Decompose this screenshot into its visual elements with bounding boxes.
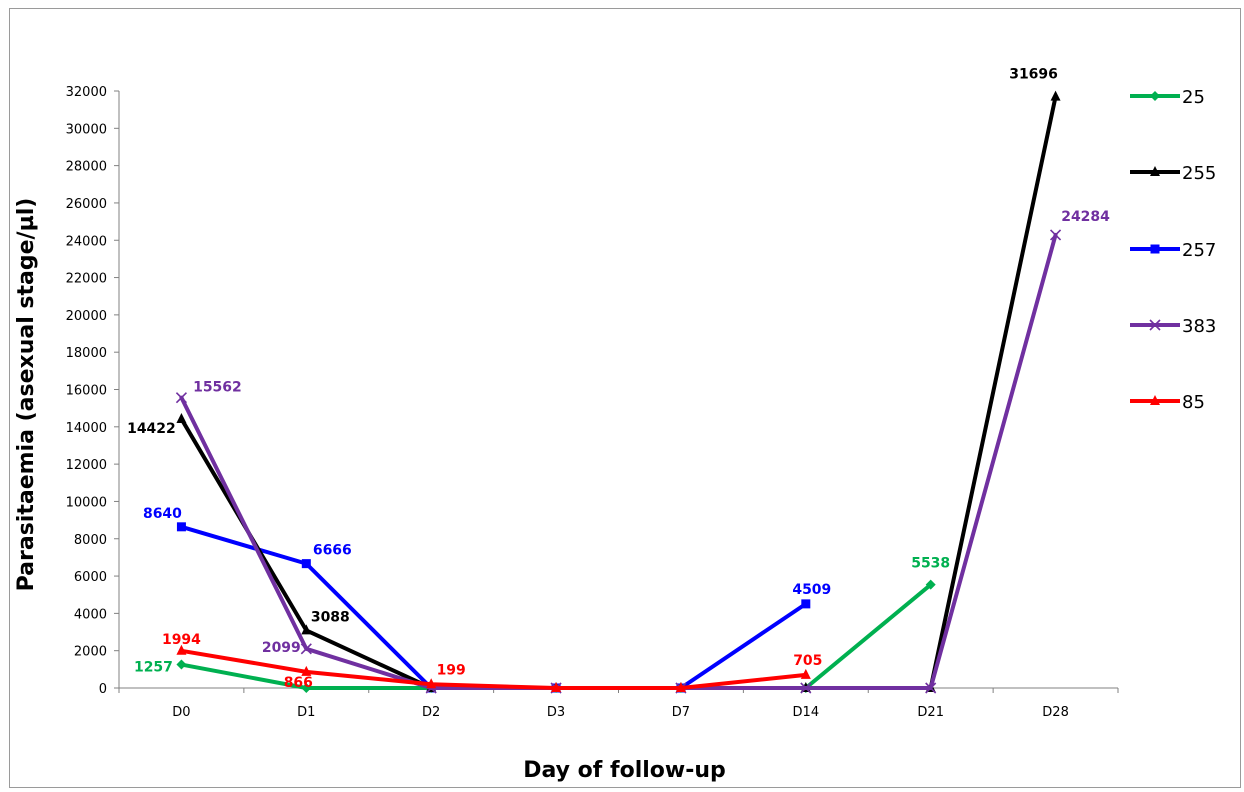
data-point-383 <box>925 682 937 694</box>
y-axis-title: Parasitaemia (asexual stage/µl) <box>14 198 39 592</box>
y-tick-label: 4000 <box>74 607 107 622</box>
data-label-257: 4509 <box>792 582 831 598</box>
data-point-383 <box>175 392 188 404</box>
series-line-257 <box>179 524 808 690</box>
y-tick-label: 10000 <box>66 495 107 510</box>
y-tick-label: 0 <box>99 682 107 697</box>
legend-marker-257 <box>1150 244 1160 254</box>
data-point-255 <box>176 412 187 423</box>
legend-marker-255 <box>1150 166 1160 176</box>
y-tick-label: 12000 <box>66 458 107 473</box>
data-point-383 <box>800 682 812 694</box>
data-label-85: 1994 <box>162 632 201 648</box>
legend-label-255: 255 <box>1182 163 1216 184</box>
y-tick-label: 28000 <box>66 160 107 175</box>
data-label-85: 705 <box>793 653 822 669</box>
data-label-255: 31696 <box>1009 67 1058 83</box>
legend-label-383: 383 <box>1182 316 1216 337</box>
data-point-85 <box>176 644 187 655</box>
data-point-85 <box>800 668 811 679</box>
legend-marker-383 <box>1149 319 1161 331</box>
data-label-255: 14422 <box>127 421 176 437</box>
data-label-383: 15562 <box>193 380 242 396</box>
data-label-25: 1257 <box>134 660 173 676</box>
data-label-257: 8640 <box>143 506 182 522</box>
x-axis-title: Day of follow-up <box>523 758 726 783</box>
data-point-25 <box>176 659 187 670</box>
x-tick-label: D2 <box>422 705 440 720</box>
x-tick-label: D3 <box>547 705 565 720</box>
data-label-255: 3088 <box>311 609 350 625</box>
y-tick-label: 30000 <box>66 122 107 137</box>
data-label-257: 6666 <box>313 543 352 559</box>
series-line-25 <box>179 582 933 690</box>
y-tick-label: 26000 <box>66 197 107 212</box>
y-tick-label: 32000 <box>66 85 107 100</box>
legend-marker-25 <box>1150 91 1160 101</box>
y-tick-label: 6000 <box>74 570 107 585</box>
x-tick-label: D0 <box>172 705 190 720</box>
data-label-383: 24284 <box>1061 209 1110 225</box>
data-point-25 <box>301 683 312 693</box>
x-tick-label: D14 <box>793 705 820 720</box>
y-tick-label: 16000 <box>66 384 107 399</box>
y-tick-label: 2000 <box>74 645 107 660</box>
data-point-257 <box>801 599 811 609</box>
legend-label-25: 25 <box>1182 87 1205 108</box>
y-tick-label: 18000 <box>66 346 107 361</box>
data-point-255 <box>301 624 312 635</box>
x-tick-label: D28 <box>1042 705 1069 720</box>
data-point-257 <box>176 522 186 532</box>
y-tick-label: 8000 <box>74 533 107 548</box>
data-point-85 <box>551 682 562 692</box>
y-tick-label: 22000 <box>66 272 107 287</box>
series-line-85 <box>179 648 808 690</box>
legend-label-85: 85 <box>1182 392 1205 413</box>
data-point-85 <box>301 665 312 676</box>
data-point-85 <box>675 682 686 692</box>
data-point-85 <box>426 678 437 689</box>
series-line-255 <box>179 94 1058 690</box>
legend-marker-85 <box>1150 395 1160 405</box>
legend-label-257: 257 <box>1182 240 1216 261</box>
data-point-383 <box>300 643 312 655</box>
data-point-255 <box>1050 90 1061 101</box>
data-label-85: 199 <box>437 662 466 678</box>
x-tick-label: D21 <box>917 705 944 720</box>
data-point-25 <box>925 579 936 590</box>
y-tick-label: 20000 <box>66 309 107 324</box>
data-label-25: 5538 <box>911 556 950 572</box>
y-tick-label: 14000 <box>66 421 107 436</box>
y-tick-label: 24000 <box>66 234 107 249</box>
data-label-85: 866 <box>284 675 313 691</box>
data-point-257 <box>301 559 311 569</box>
data-point-383 <box>1049 229 1062 241</box>
x-tick-label: D1 <box>297 705 315 720</box>
x-tick-label: D7 <box>672 705 690 720</box>
data-label-383: 2099 <box>262 640 301 656</box>
